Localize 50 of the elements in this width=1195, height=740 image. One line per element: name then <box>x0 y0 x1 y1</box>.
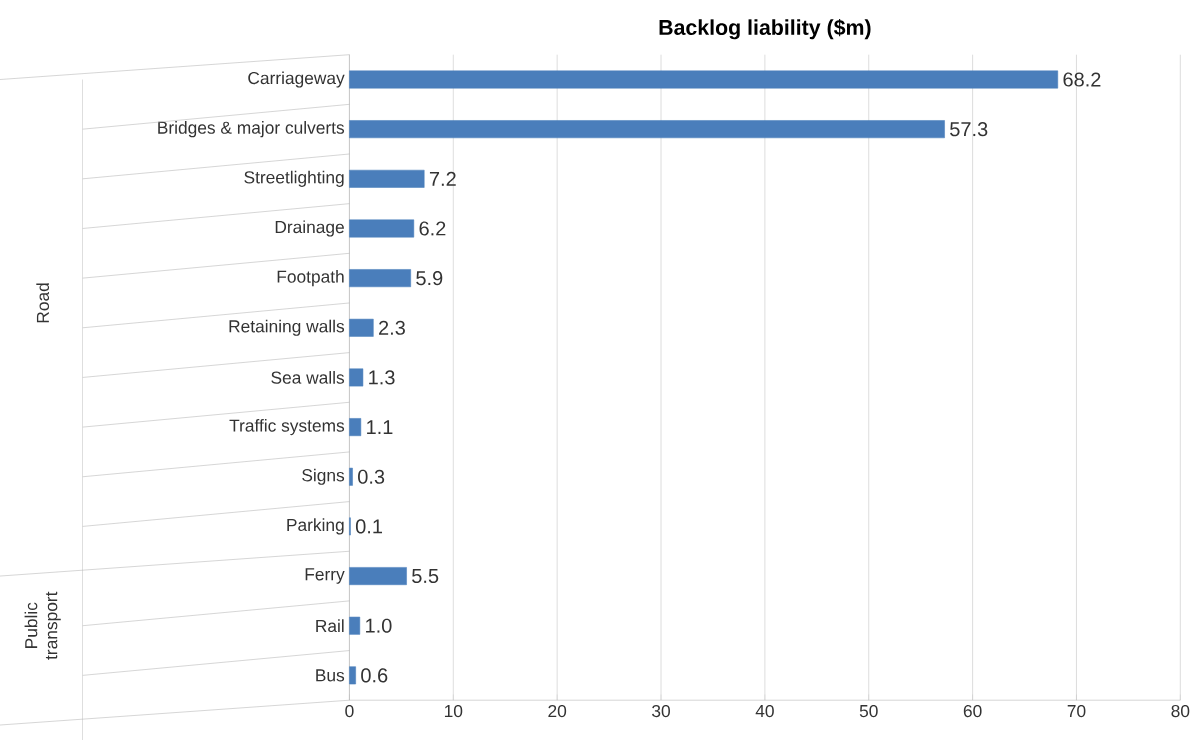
bar <box>349 666 356 685</box>
bar <box>349 120 945 139</box>
bar <box>349 567 407 585</box>
data-label: 1.0 <box>366 618 392 633</box>
y-tick-label: Bridges & major culverts <box>158 120 345 138</box>
data-label: 2.3 <box>379 320 405 335</box>
y-tick-label: Bus <box>316 669 345 682</box>
bar <box>349 368 364 387</box>
data-label: 5.5 <box>412 568 439 583</box>
x-tick-label: 60 <box>963 704 982 718</box>
x-tick-label: 0 <box>345 704 354 718</box>
data-label: 1.3 <box>369 370 395 385</box>
x-tick-label: 10 <box>444 704 463 718</box>
bar <box>349 418 362 436</box>
y-tick-label: Rail <box>316 619 344 632</box>
data-label: 57.3 <box>950 121 988 137</box>
data-label: 0.3 <box>358 469 385 484</box>
x-tick-label: 20 <box>548 704 567 718</box>
bar <box>349 467 353 486</box>
y-tick-label: Ferry <box>305 568 345 584</box>
data-label: 7.2 <box>429 171 456 186</box>
data-label: 6.2 <box>419 221 446 236</box>
bar <box>349 616 361 635</box>
y-tick-label: Drainage <box>275 220 344 237</box>
x-tick-label: 30 <box>652 704 670 718</box>
bar <box>349 169 425 188</box>
y-tick-label: Carriageway <box>248 71 345 88</box>
bar <box>349 219 415 238</box>
text: Road <box>36 283 50 323</box>
x-tick-label: 80 <box>1171 704 1190 718</box>
chart-title: Backlog liability ($m) <box>659 18 871 40</box>
y-tick-label: Retaining walls <box>229 319 345 336</box>
data-label: 1.1 <box>367 420 393 434</box>
y-tick-label: Sea walls <box>271 370 345 384</box>
data-label: 5.9 <box>416 270 443 286</box>
data-label: 0.6 <box>361 668 388 683</box>
y-tick-label: Signs <box>302 468 345 485</box>
text: Public transport <box>24 591 61 660</box>
data-label: 68.2 <box>1063 72 1101 87</box>
bar <box>349 70 1059 89</box>
bar <box>349 269 411 287</box>
x-tick-label: 50 <box>859 704 878 718</box>
y-tick-label: Footpath <box>277 269 344 287</box>
x-tick-label: 70 <box>1067 704 1086 718</box>
x-tick-label: 40 <box>755 704 774 718</box>
y-tick-label: Traffic systems <box>229 418 345 436</box>
bar <box>349 318 374 337</box>
y-tick-label: Parking <box>287 518 344 535</box>
y-tick-label: Streetlighting <box>244 170 344 187</box>
data-label: 0.1 <box>355 519 383 534</box>
